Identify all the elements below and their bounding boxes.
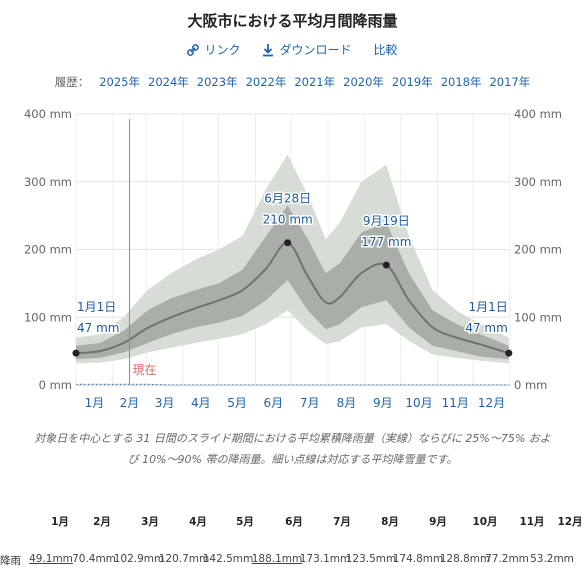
annotation-date: 1月1日 <box>77 300 116 314</box>
rain-value-cell: 174.8mm <box>392 553 444 565</box>
history-year-2022[interactable]: 2022年 <box>245 75 287 89</box>
month-header: 8月 <box>381 516 399 528</box>
month-header: 7月 <box>333 516 351 528</box>
rain-value-cell: 49.1mm <box>29 553 73 565</box>
x-tick-label: 5月 <box>227 396 247 410</box>
page-title: 大阪市における平均月間降雨量 <box>187 12 398 30</box>
history-year-2021[interactable]: 2021年 <box>294 75 336 89</box>
history-year-2024[interactable]: 2024年 <box>148 75 189 89</box>
annotation-amount: 177 mm <box>361 235 411 249</box>
history-label: 履歴： <box>54 75 90 89</box>
y-tick-label-right: 0 mm <box>514 378 547 392</box>
x-tick-label: 7月 <box>300 396 320 410</box>
x-tick-label: 11月 <box>442 396 469 410</box>
rain-value-cell: 123.5mm <box>345 553 397 565</box>
rain-value-cell: 102.9mm <box>113 553 165 565</box>
y-tick-label-left: 200 mm <box>24 243 72 257</box>
y-tick-label-right: 200 mm <box>514 243 562 257</box>
rain-value-cell: 128.8mm <box>439 553 491 565</box>
chart-caption: 対象日を中心とする 31 日間のスライド期間における平均累積降雨量（実線）ならび… <box>34 432 551 466</box>
y-tick-label-left: 400 mm <box>24 107 72 121</box>
compare-button[interactable]: 比較 <box>374 41 398 58</box>
x-tick-label: 9月 <box>373 396 393 410</box>
median-rain-line <box>75 241 510 355</box>
rain-value-cell: 120.7mm <box>158 553 210 565</box>
history-year-2023[interactable]: 2023年 <box>196 75 238 89</box>
month-header: 3月 <box>141 516 159 528</box>
x-tick-label: 2月 <box>120 396 140 410</box>
x-tick-label: 3月 <box>155 396 175 410</box>
now-marker-label: 現在 <box>133 363 157 377</box>
history-year-2025[interactable]: 2025年 <box>99 75 141 89</box>
rain-value-cell: 77.2mm <box>485 553 529 565</box>
x-tick-label: 10月 <box>405 396 432 410</box>
link-icon <box>187 43 200 56</box>
history-bar: 履歴： 2025年 2024年 2023年 2022年 2021年 2020年 … <box>0 74 585 90</box>
link-label: リンク <box>204 43 241 57</box>
month-header: 4月 <box>189 516 207 528</box>
month-header: 12月 <box>557 516 583 528</box>
month-header: 1月 <box>51 516 69 528</box>
annotation-date: 9月19日 <box>363 214 410 228</box>
rain-row-label: 降雨 <box>0 555 21 567</box>
rain-value-cell: 142.5mm <box>202 553 254 565</box>
compare-label: 比較 <box>373 43 398 57</box>
history-year-2020[interactable]: 2020年 <box>343 75 384 89</box>
annotation-date: 6月28日 <box>264 192 311 206</box>
x-tick-label: 4月 <box>191 396 211 410</box>
y-tick-label-right: 400 mm <box>514 107 562 121</box>
month-header: 2月 <box>93 516 111 528</box>
month-header: 9月 <box>429 516 447 528</box>
x-tick-label: 1月 <box>85 396 105 410</box>
month-header: 6月 <box>285 516 303 528</box>
y-tick-label-right: 300 mm <box>514 175 562 189</box>
rain-value-cell: 70.4mm <box>72 553 116 565</box>
month-header: 11月 <box>519 516 545 528</box>
rain-value-cell: 188.1mm <box>251 553 303 565</box>
x-tick-label: 6月 <box>264 396 284 410</box>
annotation-point <box>505 349 513 357</box>
link-button[interactable]: リンク <box>187 41 240 58</box>
download-icon <box>263 43 274 56</box>
download-label: ダウンロード <box>279 43 352 57</box>
band-25-75 <box>76 205 509 360</box>
annotation-date: 1月1日 <box>469 300 508 314</box>
annotation-point <box>72 349 80 357</box>
download-button[interactable]: ダウンロード <box>262 41 352 58</box>
x-tick-label: 12月 <box>478 396 505 410</box>
action-bar: リンク ダウンロード 比較 <box>0 41 585 58</box>
history-year-2018[interactable]: 2018年 <box>440 75 482 89</box>
month-header: 10月 <box>472 516 498 528</box>
rain-value-cell: 53.2mm <box>530 553 574 565</box>
annotation-amount: 47 mm <box>77 321 119 335</box>
y-tick-label-right: 100 mm <box>514 310 562 324</box>
y-tick-label-left: 100 mm <box>24 310 72 324</box>
snow-line <box>75 383 509 386</box>
x-tick-label: 8月 <box>337 396 357 410</box>
y-tick-label-left: 300 mm <box>24 175 72 189</box>
rainfall-chart: 0 mm 0 mm 100 mm 100 mm 200 mm 200 mm 300 mm 30… <box>24 107 562 410</box>
annotation-point <box>284 239 292 247</box>
history-year-2019[interactable]: 2019年 <box>391 75 433 89</box>
y-tick-label-left: 0 mm <box>39 378 72 392</box>
annotation-amount: 47 mm <box>465 321 507 335</box>
month-header: 5月 <box>236 516 254 528</box>
annotation-amount: 210 mm <box>263 213 313 227</box>
rain-value-cell: 173.1mm <box>299 553 351 565</box>
history-year-2017[interactable]: 2017年 <box>489 75 531 89</box>
annotation-point <box>382 261 390 269</box>
